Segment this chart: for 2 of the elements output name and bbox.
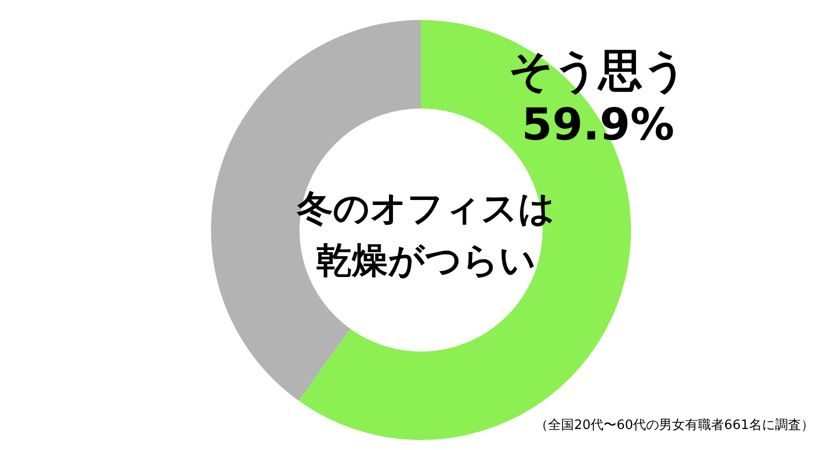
slice-label: そう思う xyxy=(508,46,688,96)
text: （全国20代〜60代の男女有職者661名に調査） xyxy=(535,418,814,433)
